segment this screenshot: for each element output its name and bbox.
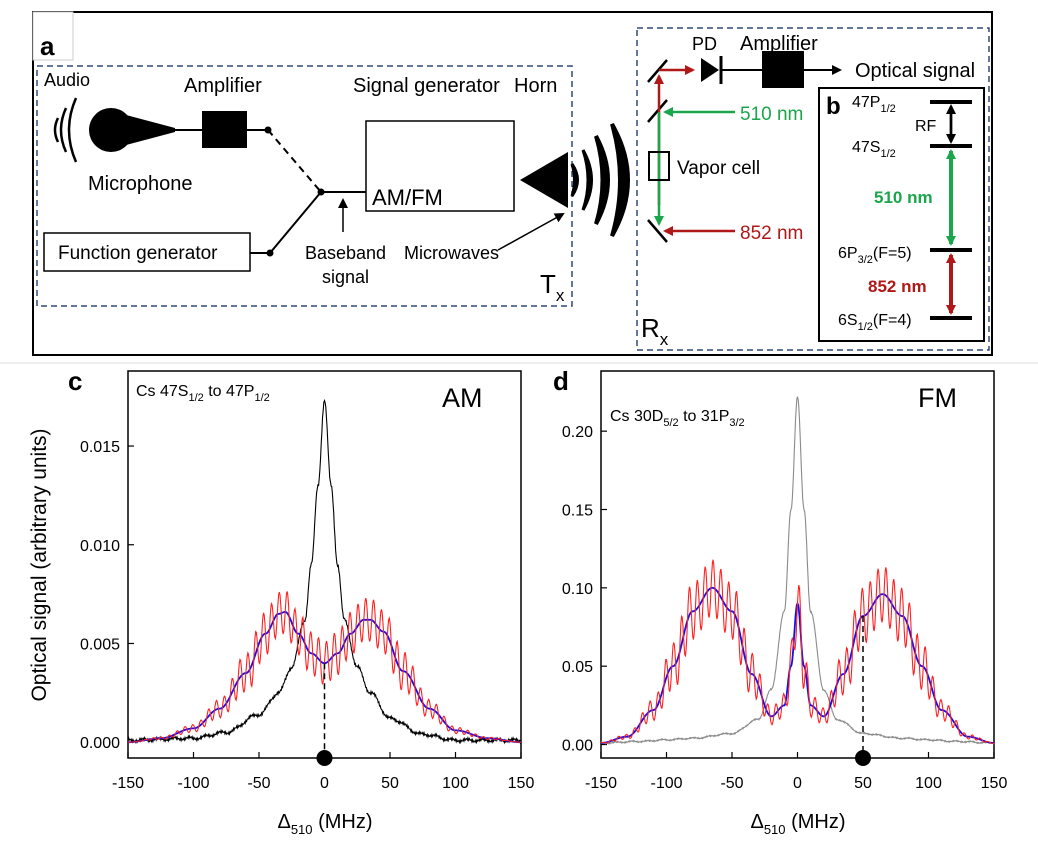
signal-generator-label: Signal generator: [353, 75, 500, 97]
optical-signal-label: Optical signal: [855, 60, 975, 82]
microphone-label: Microphone: [88, 173, 193, 195]
vapor-cell-icon: [648, 151, 670, 181]
vapor-cell-label: Vapor cell: [677, 158, 760, 179]
chart-d-panel-label: d: [553, 366, 569, 396]
microwaves-label: Microwaves: [404, 243, 499, 263]
panel-b-label: b: [826, 93, 841, 120]
baseband-label-2: signal: [322, 267, 369, 287]
chart-c-y-tick-label: 0.015: [80, 439, 120, 456]
chart-c-y-tick-label: 0.010: [80, 538, 120, 555]
microphone-icon: [89, 108, 175, 152]
signal-generator-box: [365, 120, 515, 212]
mirror-top: [647, 59, 668, 83]
am-fm-label: AM/FM: [372, 185, 443, 210]
wl-852-label: 852 nm: [740, 223, 803, 244]
horn-label: Horn: [514, 75, 557, 97]
chart-d-x-axis-label: Δ510 (MHz): [750, 811, 845, 837]
dichroic-mirror: [647, 99, 668, 123]
wl-510-label: 510 nm: [740, 104, 803, 125]
function-generator-label: Function generator: [58, 243, 218, 264]
transition-852-label: 852 nm: [868, 277, 927, 296]
amplifier-label: Amplifier: [184, 75, 262, 97]
photodiode-icon: [701, 56, 723, 84]
level-6p: 6P3/2(F=5): [838, 245, 912, 266]
chart-d-x-tick-label: -100: [650, 775, 682, 792]
chart-d-marker-dot: [855, 750, 871, 766]
amplifier-block: [202, 111, 247, 148]
chart-d-series-red: [600, 559, 995, 744]
panel-a: a Audio Amplifier Signal generator Horn …: [32, 11, 993, 356]
tx-region: [36, 65, 573, 307]
audio-waves-icon: [53, 97, 78, 163]
chart-c-x-tick-label: -150: [112, 775, 144, 792]
rx-amplifier-label: Amplifier: [740, 33, 818, 55]
chart-d-series-gray: [600, 396, 995, 745]
chart-d-y-tick-label: 0.20: [562, 424, 593, 441]
panel-a-frame: [32, 11, 993, 356]
function-generator-box: [43, 232, 251, 272]
mirror-bottom: [647, 219, 668, 243]
chart-d-x-tick-label: 50: [854, 775, 872, 792]
level-6s: 6S1/2(F=4): [838, 312, 912, 333]
horn-icon: [520, 152, 568, 208]
microwaves-icon: [570, 123, 630, 237]
chart-c-x-tick-label: -50: [247, 775, 270, 792]
chart-c-corner-label: AM: [442, 383, 483, 413]
transition-510-label: 510 nm: [874, 188, 933, 207]
chart-c-x-tick-label: -100: [177, 775, 209, 792]
level-47p: 47P1/2: [852, 94, 896, 115]
chart-d-y-tick-label: 0.05: [562, 659, 593, 676]
chart-d-y-tick-label: 0.15: [562, 503, 593, 520]
chart-c-y-tick-label: 0.000: [80, 735, 120, 752]
chart-d-x-tick-label: 0: [793, 775, 802, 792]
chart-c-x-tick-label: 50: [381, 775, 399, 792]
chart-c-series-black: [127, 398, 522, 745]
panel-b-frame: [818, 87, 985, 342]
pd-label: PD: [692, 34, 717, 54]
panel-b: b 47P1/2 RF 47S1/2 510 nm 6P3/2(F=5) 852…: [818, 87, 985, 342]
chart-c-title: Cs 47S1/2 to 47P1/2: [136, 383, 270, 404]
chart-d-x-tick-label: 150: [981, 775, 1008, 792]
chart-c-y-tick-label: 0.005: [80, 636, 120, 653]
rf-label: RF: [915, 118, 937, 135]
chart-d-y-tick-label: 0.00: [562, 738, 593, 755]
chart-c-x-tick-label: 0: [320, 775, 329, 792]
chart-c: c Cs 47S1/2 to 47P1/2 AM Optical signal …: [28, 366, 534, 837]
chart-d-plot-area: [600, 370, 995, 759]
rx-label: Rx: [641, 313, 669, 349]
chart-d-x-tick-label: -150: [585, 775, 617, 792]
chart-d-title: Cs 30D5/2 to 31P3/2: [610, 408, 745, 429]
baseband-label-1: Baseband: [305, 243, 386, 263]
chart-d-corner-label: FM: [918, 383, 957, 413]
panel-a-label-box: [32, 11, 74, 61]
rx-region: [636, 27, 990, 351]
chart-d-x-tick-label: 100: [915, 775, 942, 792]
chart-c-x-axis-label: Δ510 (MHz): [277, 811, 372, 837]
chart-c-y-axis-label: Optical signal (arbitrary units): [28, 428, 51, 701]
chart-c-x-tick-label: 150: [508, 775, 535, 792]
chart-d-x-tick-label: -50: [720, 775, 743, 792]
audio-label: Audio: [44, 70, 90, 90]
rx-amplifier-block: [762, 51, 804, 88]
chart-c-panel-label: c: [68, 366, 82, 396]
chart-d: d Cs 30D5/2 to 31P3/2 FM Δ510 (MHz) -150…: [553, 366, 1007, 837]
chart-c-plot-area: [127, 370, 522, 759]
tx-label: Tx: [540, 269, 565, 305]
chart-c-x-tick-label: 100: [442, 775, 469, 792]
chart-c-series-red: [128, 591, 521, 743]
chart-d-y-tick-label: 0.10: [562, 581, 593, 598]
chart-c-marker-dot: [316, 750, 333, 766]
panel-a-label: a: [40, 31, 55, 61]
level-47s: 47S1/2: [852, 139, 896, 160]
